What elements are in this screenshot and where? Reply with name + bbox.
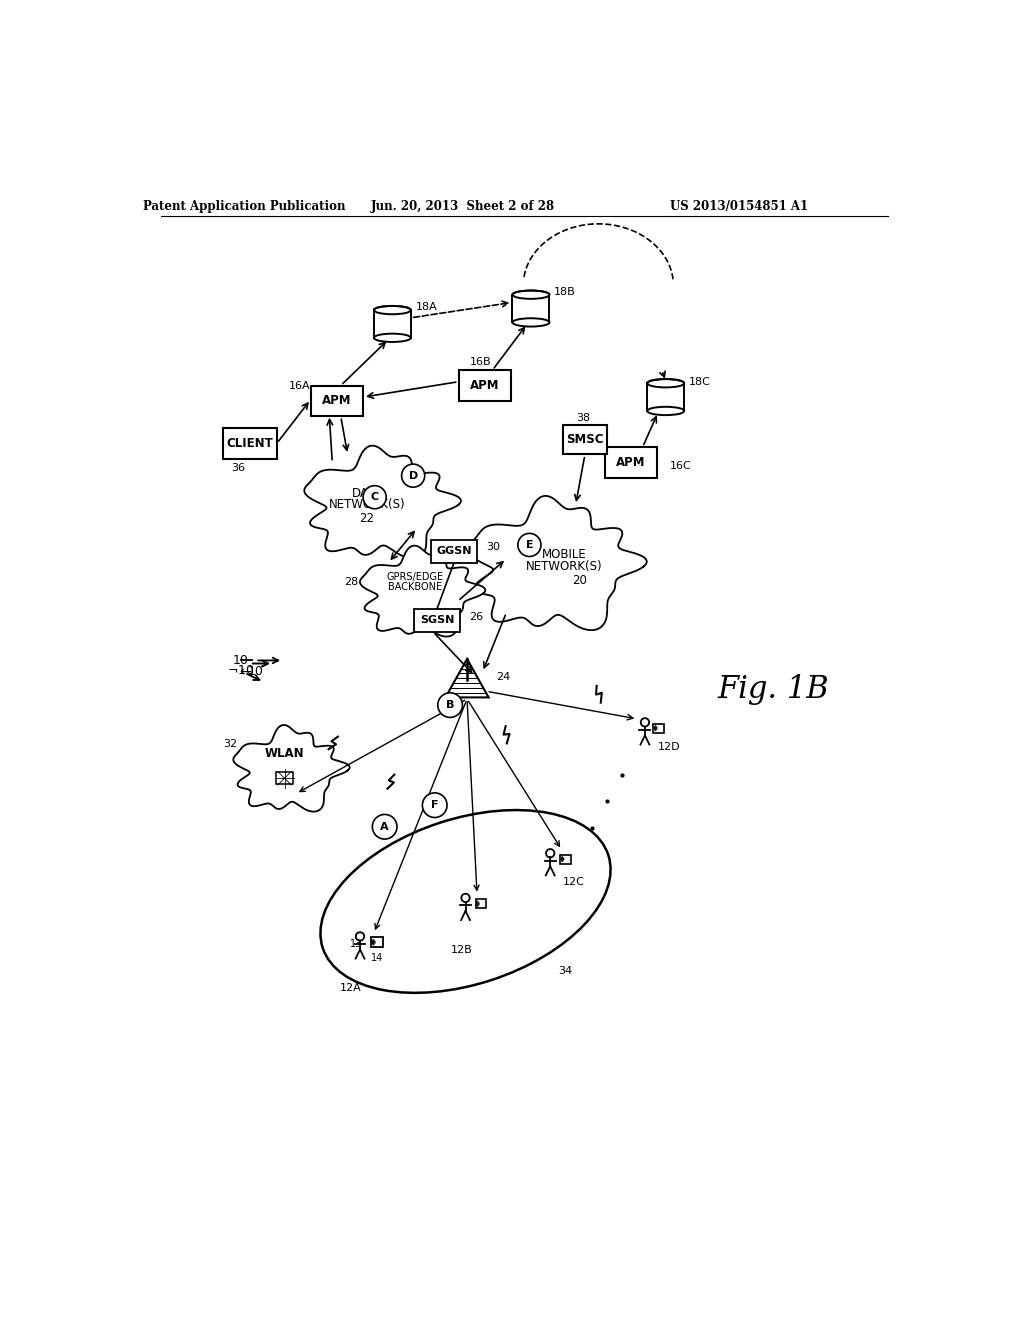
Text: F: F bbox=[431, 800, 438, 810]
Text: 36: 36 bbox=[231, 463, 246, 473]
Ellipse shape bbox=[374, 334, 411, 342]
Text: C: C bbox=[371, 492, 379, 502]
Polygon shape bbox=[359, 545, 485, 636]
Text: APM: APM bbox=[470, 379, 500, 392]
Text: 28: 28 bbox=[344, 577, 358, 587]
Circle shape bbox=[546, 849, 554, 858]
Text: 12C: 12C bbox=[562, 878, 585, 887]
Ellipse shape bbox=[647, 407, 684, 414]
Text: DATA: DATA bbox=[352, 487, 382, 500]
Text: 16C: 16C bbox=[670, 462, 691, 471]
Text: 13: 13 bbox=[350, 939, 362, 949]
Bar bbox=[560, 854, 571, 863]
Text: NETWORK(S): NETWORK(S) bbox=[329, 499, 406, 511]
Text: MOBILE: MOBILE bbox=[542, 548, 587, 561]
Text: 24: 24 bbox=[497, 672, 511, 682]
Text: 18A: 18A bbox=[416, 302, 437, 312]
Bar bbox=[310, 385, 364, 416]
Text: WLAN: WLAN bbox=[265, 747, 304, 760]
Circle shape bbox=[373, 814, 397, 840]
Bar bbox=[223, 428, 276, 459]
Bar bbox=[653, 723, 665, 733]
Text: $\leftarrow$: $\leftarrow$ bbox=[237, 664, 252, 678]
Text: 12A: 12A bbox=[340, 983, 361, 994]
Bar bbox=[475, 899, 486, 908]
Circle shape bbox=[355, 932, 365, 941]
Ellipse shape bbox=[647, 379, 684, 387]
Text: 10: 10 bbox=[248, 665, 263, 677]
Text: APM: APM bbox=[323, 395, 351, 408]
Text: Fig. 1B: Fig. 1B bbox=[718, 675, 829, 705]
Text: E: E bbox=[525, 540, 534, 550]
Polygon shape bbox=[304, 446, 461, 558]
Text: 16A: 16A bbox=[289, 380, 310, 391]
Bar bbox=[431, 540, 477, 562]
Text: A: A bbox=[380, 822, 389, 832]
Text: 26: 26 bbox=[469, 611, 483, 622]
Ellipse shape bbox=[512, 290, 550, 298]
Text: 18B: 18B bbox=[554, 286, 575, 297]
Ellipse shape bbox=[374, 306, 411, 314]
Circle shape bbox=[364, 486, 386, 508]
Text: 10: 10 bbox=[232, 653, 249, 667]
Bar bbox=[562, 425, 607, 454]
Circle shape bbox=[462, 894, 470, 902]
Text: 32: 32 bbox=[223, 739, 238, 748]
Text: 38: 38 bbox=[577, 413, 591, 422]
Text: D: D bbox=[409, 471, 418, 480]
Text: 22: 22 bbox=[359, 512, 375, 525]
Text: Patent Application Publication: Patent Application Publication bbox=[143, 199, 346, 213]
Bar bbox=[414, 609, 460, 632]
Bar bbox=[371, 937, 383, 948]
Circle shape bbox=[401, 465, 425, 487]
Text: 14: 14 bbox=[371, 953, 383, 962]
Text: $\neg$10: $\neg$10 bbox=[227, 664, 254, 677]
Text: SMSC: SMSC bbox=[566, 433, 603, 446]
Polygon shape bbox=[468, 496, 647, 630]
Ellipse shape bbox=[512, 318, 550, 326]
Bar bbox=[459, 370, 511, 401]
Circle shape bbox=[422, 793, 447, 817]
Text: 18C: 18C bbox=[689, 376, 711, 387]
Polygon shape bbox=[233, 725, 349, 812]
Text: Jun. 20, 2013  Sheet 2 of 28: Jun. 20, 2013 Sheet 2 of 28 bbox=[371, 199, 555, 213]
Text: 12D: 12D bbox=[658, 742, 681, 752]
Text: APM: APM bbox=[616, 455, 646, 469]
Text: 12B: 12B bbox=[451, 945, 472, 954]
Text: 20: 20 bbox=[572, 574, 587, 587]
Text: 34: 34 bbox=[558, 966, 572, 975]
Bar bbox=[512, 294, 550, 322]
Ellipse shape bbox=[321, 810, 610, 993]
Text: US 2013/0154851 A1: US 2013/0154851 A1 bbox=[670, 199, 808, 213]
Text: B: B bbox=[445, 700, 455, 710]
Bar bbox=[647, 383, 684, 411]
Circle shape bbox=[438, 693, 463, 718]
Text: CLIENT: CLIENT bbox=[226, 437, 273, 450]
Bar bbox=[605, 447, 657, 478]
Circle shape bbox=[518, 533, 541, 557]
Bar bbox=[374, 310, 411, 338]
Circle shape bbox=[641, 718, 649, 726]
Text: GPRS/EDGE: GPRS/EDGE bbox=[387, 572, 444, 582]
Text: 16B: 16B bbox=[470, 358, 492, 367]
Text: 30: 30 bbox=[486, 543, 501, 552]
Bar bbox=[276, 772, 293, 784]
Text: NETWORK(S): NETWORK(S) bbox=[525, 560, 602, 573]
Text: BACKBONE: BACKBONE bbox=[388, 582, 442, 593]
Text: SGSN: SGSN bbox=[420, 615, 455, 626]
Text: GGSN: GGSN bbox=[436, 546, 472, 556]
